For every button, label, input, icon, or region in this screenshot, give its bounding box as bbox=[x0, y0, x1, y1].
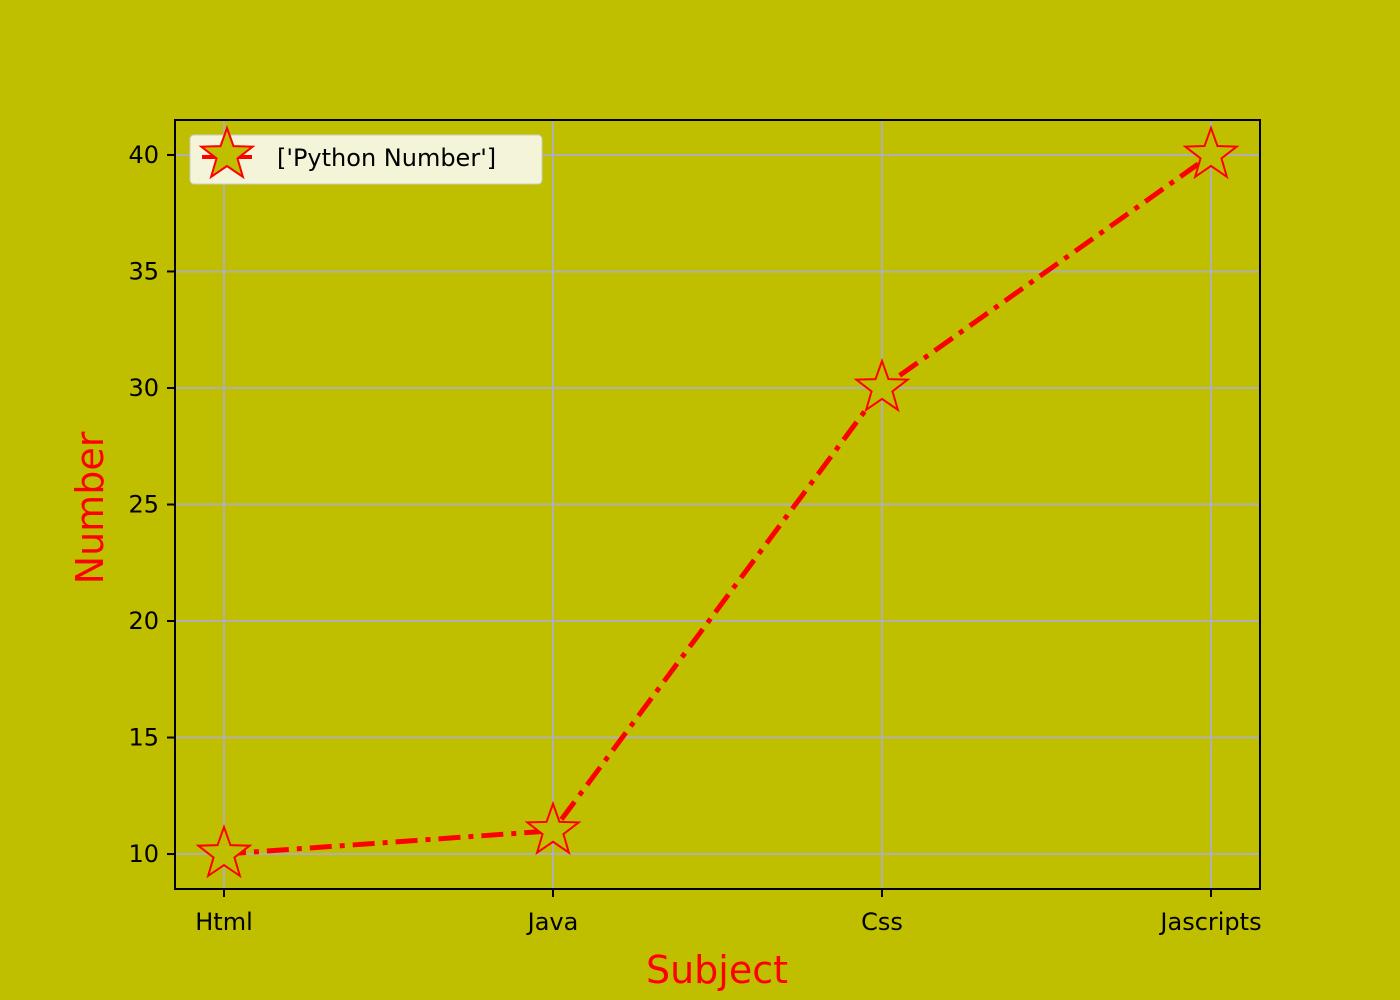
data-point-marker bbox=[195, 824, 253, 879]
legend-box bbox=[189, 134, 543, 185]
y-tick-label: 25 bbox=[128, 491, 159, 519]
x-tick-label: Jascripts bbox=[1158, 908, 1261, 936]
grid-lines bbox=[175, 120, 1260, 889]
x-tick-label: Java bbox=[526, 908, 579, 936]
y-axis: 10 15 20 25 30 35 40 bbox=[128, 141, 175, 868]
x-axis: Html Java Css Jascripts bbox=[195, 889, 1262, 936]
y-axis-title: Number bbox=[68, 431, 112, 584]
y-tick-label: 30 bbox=[128, 374, 159, 402]
legend-label: ['Python Number'] bbox=[277, 144, 496, 172]
x-axis-title: Subject bbox=[646, 948, 788, 992]
legend-star-marker bbox=[198, 125, 256, 180]
data-point-marker bbox=[853, 358, 911, 413]
series-line bbox=[223, 152, 1213, 857]
data-point-marker bbox=[1182, 124, 1240, 180]
y-tick-label: 35 bbox=[128, 257, 159, 285]
x-tick-label: Css bbox=[861, 908, 903, 936]
y-tick-label: 40 bbox=[128, 141, 159, 169]
legend: ['Python Number'] bbox=[189, 125, 543, 185]
data-point-marker bbox=[524, 800, 582, 855]
y-tick-label: 10 bbox=[128, 840, 159, 868]
y-tick-label: 15 bbox=[128, 724, 159, 752]
y-tick-label: 20 bbox=[128, 607, 159, 635]
x-tick-label: Html bbox=[195, 908, 253, 936]
series-layer bbox=[195, 124, 1240, 879]
